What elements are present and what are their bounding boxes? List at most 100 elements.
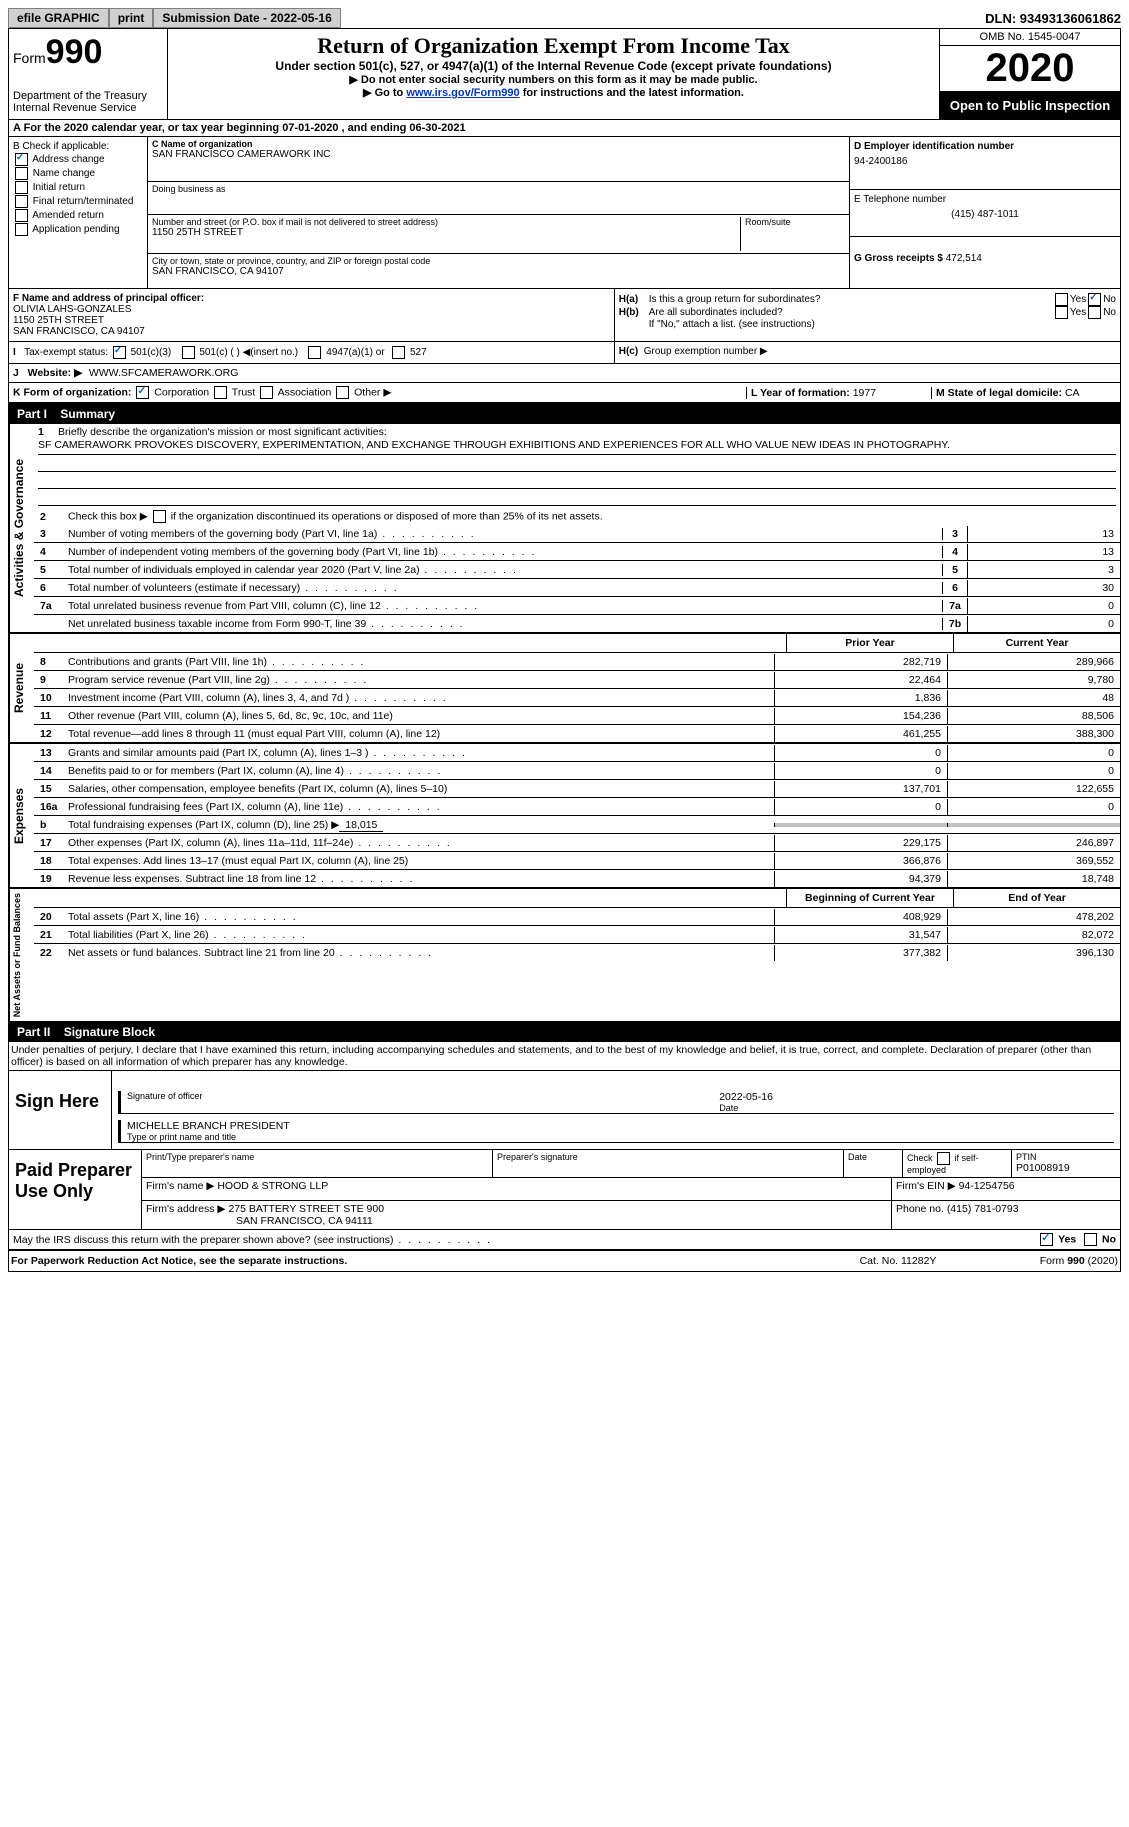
- paperwork-notice: For Paperwork Reduction Act Notice, see …: [11, 1255, 818, 1267]
- checkbox-icon[interactable]: [1055, 306, 1068, 319]
- irs-link[interactable]: www.irs.gov/Form990: [406, 87, 519, 99]
- line-12: Total revenue—add lines 8 through 11 (mu…: [64, 726, 774, 742]
- f-label: F Name and address of principal officer:: [13, 293, 204, 304]
- discuss-text: May the IRS discuss this return with the…: [13, 1234, 492, 1246]
- checkbox-icon[interactable]: [1040, 1233, 1053, 1246]
- column-deg: D Employer identification number 94-2400…: [849, 137, 1120, 288]
- val-3: 13: [967, 526, 1120, 542]
- city-label: City or town, state or province, country…: [152, 256, 845, 266]
- checkbox-icon[interactable]: [260, 386, 273, 399]
- hb-note: If "No," attach a list. (see instruction…: [619, 319, 1116, 330]
- line-5: Total number of individuals employed in …: [64, 562, 942, 578]
- sig-officer-label: Signature of officer: [127, 1091, 719, 1101]
- line-18: Total expenses. Add lines 13–17 (must eq…: [64, 853, 774, 869]
- prep-selfemp: Check if self-employed: [903, 1150, 1012, 1177]
- expenses-section: Expenses 13Grants and similar amounts pa…: [9, 744, 1120, 889]
- sig-date-value: 2022-05-16: [719, 1091, 1114, 1103]
- checkbox-icon[interactable]: [113, 346, 126, 359]
- checkbox-icon[interactable]: [182, 346, 195, 359]
- line-3: Number of voting members of the governin…: [64, 526, 942, 542]
- checkbox-icon[interactable]: [15, 223, 28, 236]
- checkbox-icon[interactable]: [1088, 293, 1101, 306]
- column-b: B Check if applicable: Address change Na…: [9, 137, 148, 288]
- checkbox-icon[interactable]: [336, 386, 349, 399]
- department: Department of the Treasury Internal Reve…: [13, 90, 163, 114]
- chk-name-change: Name change: [13, 167, 143, 180]
- checkbox-icon[interactable]: [15, 153, 28, 166]
- p18: 366,876: [774, 853, 947, 869]
- part1-header: Part I Summary: [9, 404, 1120, 424]
- line-15: Salaries, other compensation, employee b…: [64, 781, 774, 797]
- omb-number: OMB No. 1545-0047: [940, 29, 1120, 46]
- checkbox-icon[interactable]: [937, 1152, 950, 1165]
- checkbox-icon[interactable]: [1055, 293, 1068, 306]
- checkbox-icon[interactable]: [308, 346, 321, 359]
- section-fh: F Name and address of principal officer:…: [9, 289, 1120, 342]
- d-label: D Employer identification number: [854, 141, 1014, 152]
- ptin-label: PTIN: [1016, 1152, 1116, 1162]
- firm-name-label: Firm's name ▶: [146, 1180, 214, 1192]
- p21: 31,547: [774, 927, 947, 943]
- checkbox-icon[interactable]: [214, 386, 227, 399]
- beg-year-hdr: Beginning of Current Year: [786, 889, 953, 907]
- line-22: Net assets or fund balances. Subtract li…: [64, 945, 774, 961]
- submission-date: Submission Date - 2022-05-16: [153, 8, 340, 28]
- section-bcdefg: B Check if applicable: Address change Na…: [9, 137, 1120, 289]
- checkbox-icon[interactable]: [153, 510, 166, 523]
- mission-blank: [38, 455, 1116, 472]
- cat-no: Cat. No. 11282Y: [818, 1255, 978, 1267]
- c18: 369,552: [947, 853, 1120, 869]
- checkbox-icon[interactable]: [15, 209, 28, 222]
- vert-revenue: Revenue: [9, 634, 34, 742]
- p16b-gray: [774, 823, 947, 827]
- chk-application-pending: Application pending: [13, 223, 143, 236]
- ein-value: 94-2400186: [854, 156, 1116, 167]
- c13: 0: [947, 745, 1120, 761]
- netassets-section: Net Assets or Fund Balances Beginning of…: [9, 889, 1120, 1022]
- klm-row: K Form of organization: Corporation Trus…: [9, 383, 1120, 404]
- i-label: Tax-exempt status:: [24, 347, 108, 358]
- form-subtitle: Under section 501(c), 527, or 4947(a)(1)…: [172, 59, 935, 73]
- hc-label: Group exemption number ▶: [644, 346, 768, 357]
- checkbox-icon[interactable]: [15, 167, 28, 180]
- j-row: J Website: ▶ WWW.SFCAMERAWORK.ORG: [9, 364, 1120, 383]
- checkbox-icon[interactable]: [1084, 1233, 1097, 1246]
- line-6: Total number of volunteers (estimate if …: [64, 580, 942, 596]
- section-ijhc: I Tax-exempt status: 501(c)(3) 501(c) ( …: [9, 342, 1120, 364]
- line-10: Investment income (Part VIII, column (A)…: [64, 690, 774, 706]
- state-domicile: CA: [1065, 387, 1080, 399]
- goto-prefix: ▶ Go to: [363, 87, 406, 99]
- checkbox-icon[interactable]: [15, 181, 28, 194]
- instruction-1: ▶ Do not enter social security numbers o…: [172, 73, 935, 86]
- c11: 88,506: [947, 708, 1120, 724]
- p17: 229,175: [774, 835, 947, 851]
- street-value: 1150 25TH STREET: [152, 227, 740, 238]
- checkbox-icon[interactable]: [1088, 306, 1101, 319]
- header-left: Form990 Department of the Treasury Inter…: [9, 29, 168, 119]
- prep-name-hdr: Print/Type preparer's name: [146, 1152, 488, 1162]
- ha-label: Is this a group return for subordinates?: [649, 294, 1053, 305]
- line-21: Total liabilities (Part X, line 26): [64, 927, 774, 943]
- c12: 388,300: [947, 726, 1120, 742]
- c14: 0: [947, 763, 1120, 779]
- checkbox-icon[interactable]: [15, 195, 28, 208]
- firm-ein: 94-1254756: [959, 1180, 1015, 1192]
- officer-name: OLIVIA LAHS-GONZALES: [13, 304, 610, 315]
- checkbox-icon[interactable]: [136, 386, 149, 399]
- sign-here-label: Sign Here: [9, 1071, 112, 1149]
- officer-city: SAN FRANCISCO, CA 94107: [13, 326, 610, 337]
- print-button[interactable]: print: [109, 8, 154, 28]
- line-2: Check this box ▶ if the organization dis…: [64, 508, 1120, 525]
- efile-label: efile GRAPHIC: [8, 8, 109, 28]
- mission-blank: [38, 472, 1116, 489]
- no-label: No: [1103, 294, 1116, 305]
- firm-addr-label: Firm's address ▶: [146, 1203, 226, 1215]
- line-9: Program service revenue (Part VIII, line…: [64, 672, 774, 688]
- checkbox-icon[interactable]: [392, 346, 405, 359]
- prep-sig-hdr: Preparer's signature: [497, 1152, 839, 1162]
- preparer-section: Paid Preparer Use Only Print/Type prepar…: [9, 1149, 1120, 1230]
- line-20: Total assets (Part X, line 16): [64, 909, 774, 925]
- goto-suffix: for instructions and the latest informat…: [520, 87, 744, 99]
- prep-date-hdr: Date: [848, 1152, 898, 1162]
- year-formation: 1977: [853, 387, 876, 399]
